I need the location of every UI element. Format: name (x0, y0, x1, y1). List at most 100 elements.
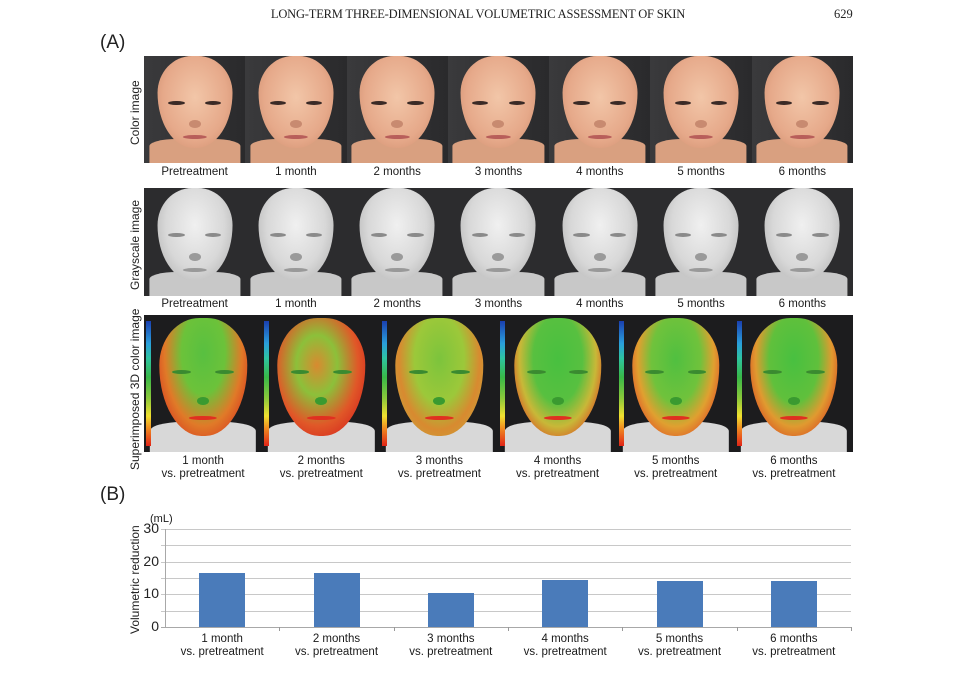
neck-shape (756, 272, 848, 296)
mouth-shape (543, 416, 572, 421)
left-eye (370, 100, 388, 105)
bar-2 (313, 573, 360, 627)
color-image-tile (346, 56, 448, 163)
grayscale-image-tile (549, 188, 651, 296)
row-label-grayscale: Grayscale image (128, 199, 142, 290)
color-caption: 4 months (576, 166, 624, 178)
color-caption-row: Pretreatment 1 month 2 months 3 months 4 mon… (144, 166, 853, 179)
caption-line: 1 month (182, 455, 224, 467)
left-eye (168, 100, 185, 105)
nose-shape (315, 397, 328, 406)
neck-shape (554, 139, 646, 163)
grayscale-caption: Pretreatment (161, 298, 228, 310)
deviation-colorbar (500, 321, 506, 446)
color-image-tile (447, 56, 550, 163)
caption-line: vs. pretreatment (397, 468, 481, 480)
y-tick-label: 10 (143, 585, 159, 602)
running-head: LONG-TERM THREE-DIMENSIONAL VOLUMETRIC A… (270, 7, 686, 21)
right-eye (687, 369, 707, 374)
x-tick-mark (393, 627, 395, 631)
x-label-line: vs. pretreatment (523, 646, 607, 658)
panel-a-label: (A) (100, 32, 126, 53)
nose-shape (188, 252, 201, 261)
face-shape (277, 317, 365, 436)
nose-shape (669, 397, 682, 406)
x-tick-mark (622, 627, 624, 631)
x-axis-line (161, 627, 851, 628)
neck-shape (452, 139, 545, 163)
grayscale-caption: 1 month (275, 298, 317, 310)
x-tick-mark (508, 627, 509, 631)
face-shape (395, 317, 484, 436)
grayscale-image-tile (144, 188, 246, 296)
nose-shape (197, 397, 210, 406)
row-label-color: Color image (128, 80, 142, 145)
caption-line: 4 months (533, 455, 582, 467)
nose-shape (796, 252, 809, 261)
neck-shape (452, 272, 545, 296)
caption-line: 6 months (770, 455, 818, 467)
grayscale-caption: 4 months (576, 298, 624, 310)
right-eye (812, 233, 829, 238)
color-image-tile (751, 56, 853, 163)
nose-shape (433, 397, 446, 406)
heatmap-image-tile (498, 315, 617, 452)
x-category-label: 4 months vs. pretreatment (508, 633, 622, 659)
right-eye (508, 233, 525, 238)
bar-3 (427, 592, 474, 627)
x-category-label: 1 month vs. pretreatment (165, 633, 279, 659)
caption-line: 3 months (415, 455, 464, 467)
caption-line: 5 months (652, 455, 700, 467)
bar-4 (542, 580, 589, 627)
mouth-shape (307, 416, 336, 421)
color-caption: 1 month (275, 166, 317, 178)
color-image-row (144, 56, 853, 163)
right-eye (407, 233, 424, 238)
nose-shape (695, 252, 708, 261)
mouth-shape (587, 267, 612, 272)
face-shape (513, 317, 602, 436)
gridline (161, 578, 851, 579)
heatmap-image-tile (262, 315, 381, 452)
color-image-tile (144, 56, 246, 163)
left-eye (674, 233, 691, 238)
x-tick-mark (851, 627, 852, 631)
deviation-colorbar (382, 321, 388, 446)
right-eye (812, 100, 829, 105)
y-axis-line (165, 529, 166, 627)
neck-shape (351, 139, 443, 163)
mouth-shape (385, 135, 410, 140)
color-caption: 6 months (778, 166, 826, 178)
mouth-shape (182, 135, 207, 140)
x-label-line: 1 month (201, 633, 243, 645)
left-eye (172, 369, 192, 374)
nose-shape (391, 252, 404, 261)
color-caption: 3 months (474, 166, 523, 178)
nose-shape (492, 120, 505, 129)
right-eye (711, 100, 728, 105)
right-eye (204, 100, 221, 105)
mouth-shape (425, 416, 454, 421)
grayscale-image-tile (751, 188, 853, 296)
nose-shape (593, 120, 606, 129)
left-eye (775, 100, 793, 105)
deviation-colorbar (146, 321, 151, 446)
x-label-line: 5 months (655, 633, 704, 645)
caption-line: vs. pretreatment (516, 468, 600, 480)
heatmap-image-tile (734, 315, 853, 452)
heatmap-caption: 6 months vs. pretreatment (735, 455, 853, 481)
neck-shape (250, 139, 342, 163)
grayscale-image-tile (650, 188, 752, 296)
neck-shape (250, 272, 342, 296)
mouth-shape (661, 416, 690, 421)
mouth-shape (486, 135, 511, 140)
nose-shape (188, 120, 201, 129)
color-caption: 5 months (677, 166, 725, 178)
neck-shape (149, 139, 241, 163)
face-shape (159, 317, 247, 436)
grayscale-caption: 5 months (677, 298, 725, 310)
nose-shape (551, 397, 564, 406)
left-eye (526, 369, 546, 374)
heatmap-image-tile (380, 315, 499, 452)
neck-shape (149, 272, 241, 296)
